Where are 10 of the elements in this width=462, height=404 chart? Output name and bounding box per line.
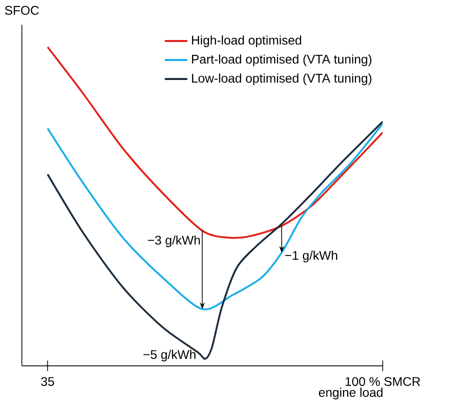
annotation: −3 g/kWh <box>148 236 200 248</box>
annotation: −1 g/kWh <box>285 250 338 262</box>
x-axis-title: engine load <box>318 388 382 400</box>
y-axis-title: SFOC <box>4 6 39 15</box>
legend-label: Part-load optimised (VTA tuning) <box>192 54 372 66</box>
legend-label: High-load optimised <box>192 36 302 48</box>
annotation: −5 g/kWh <box>144 350 196 362</box>
x-tick-label: 35 <box>41 377 54 386</box>
legend-label: Low-load optimised (VTA tuning) <box>192 74 372 86</box>
x-tick-label: 100 % SMCR <box>346 377 420 386</box>
